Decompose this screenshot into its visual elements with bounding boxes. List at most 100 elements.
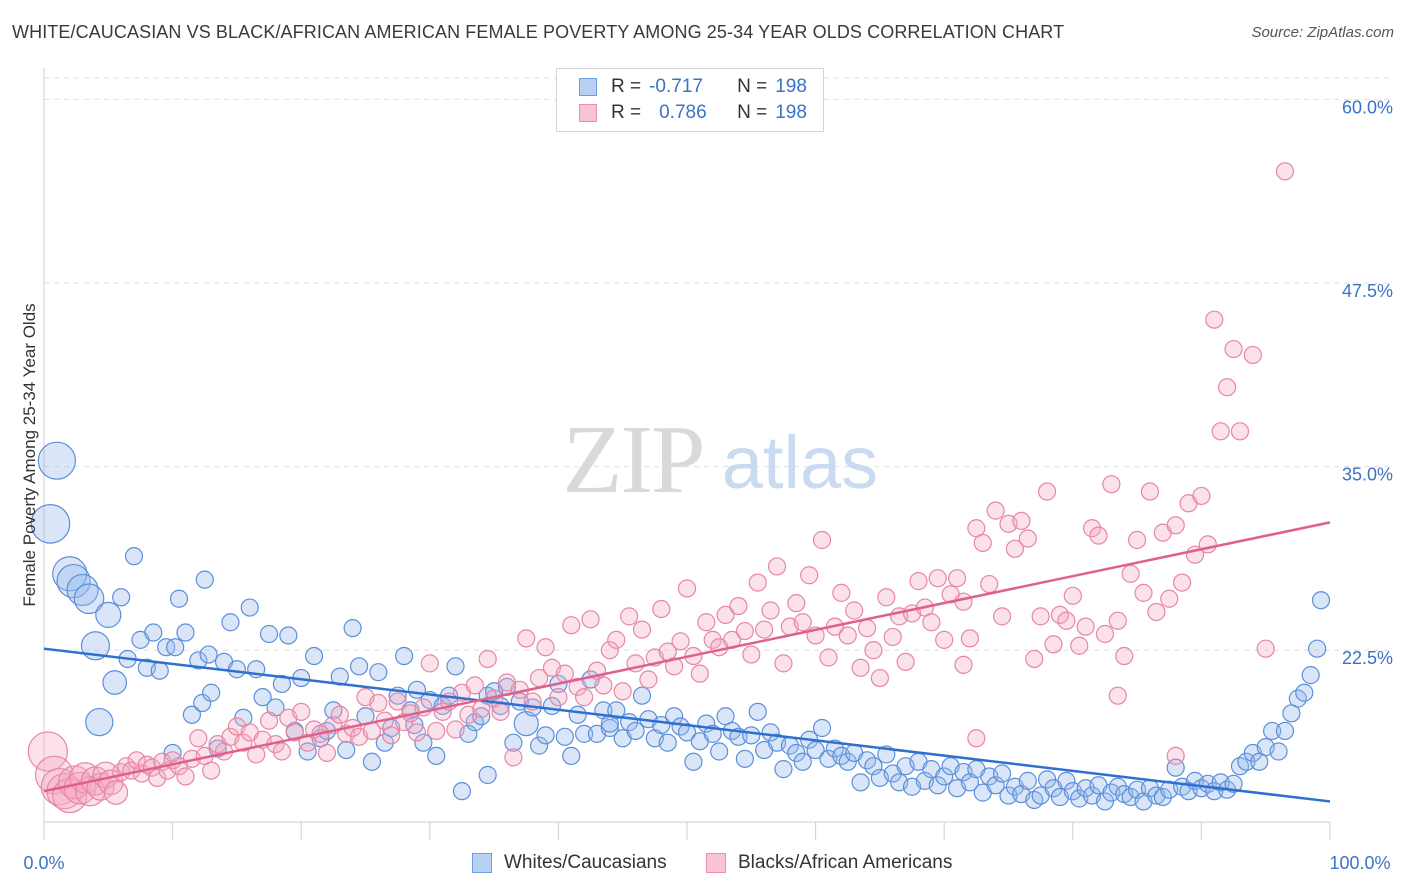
legend-row-blacks: R = 0.786 N = 198	[579, 100, 807, 126]
point-blacks	[491, 702, 510, 721]
point-blacks	[774, 654, 793, 673]
point-whites	[272, 674, 292, 694]
point-whites	[1057, 771, 1076, 790]
y-tick-label: 60.0%	[1342, 97, 1393, 117]
y-tick-label: 35.0%	[1342, 465, 1393, 485]
point-blacks	[517, 629, 536, 648]
grid-layer	[44, 77, 1394, 651]
point-blacks	[407, 723, 427, 742]
point-whites	[73, 583, 105, 615]
point-blacks	[1095, 624, 1115, 644]
point-blacks	[954, 592, 973, 611]
point-blacks	[639, 670, 658, 689]
legend-swatch-blacks	[706, 853, 726, 873]
point-blacks	[1018, 529, 1037, 548]
point-blacks	[947, 569, 967, 588]
point-blacks	[103, 780, 129, 805]
trend-line-whites	[43, 647, 1331, 803]
point-blacks	[1063, 586, 1082, 605]
point-whites	[37, 441, 76, 480]
point-whites	[513, 710, 539, 737]
point-blacks	[1140, 482, 1160, 501]
white-points-series	[30, 441, 1331, 811]
point-blacks	[800, 566, 819, 585]
point-blacks	[1121, 564, 1140, 583]
point-blacks	[148, 768, 167, 788]
point-blacks	[420, 654, 439, 673]
legend-r-value-blacks: 0.786	[659, 102, 707, 123]
point-whites	[1018, 771, 1037, 790]
legend-item-whites[interactable]: Whites/Caucasians	[472, 852, 667, 874]
point-blacks	[504, 748, 523, 767]
legend-n-label: N =	[737, 102, 768, 123]
point-blacks	[1230, 422, 1250, 441]
point-whites	[478, 765, 497, 785]
point-blacks	[703, 630, 722, 649]
point-blacks	[1243, 345, 1262, 365]
point-blacks	[465, 676, 484, 695]
point-blacks	[928, 569, 947, 588]
point-blacks	[1160, 589, 1179, 608]
point-whites	[600, 718, 619, 738]
point-blacks	[1102, 475, 1121, 494]
point-blacks	[382, 726, 401, 745]
point-blacks	[729, 596, 748, 616]
point-blacks	[202, 761, 221, 780]
point-whites	[124, 547, 144, 566]
series-legend: Whites/Caucasians Blacks/African America…	[0, 852, 1406, 878]
point-whites	[555, 727, 574, 746]
point-blacks	[189, 729, 208, 748]
point-whites	[394, 646, 414, 666]
point-whites	[504, 733, 523, 752]
point-whites	[1308, 639, 1327, 658]
point-blacks	[1173, 573, 1192, 592]
point-whites	[362, 752, 382, 771]
legend-item-blacks[interactable]: Blacks/African Americans	[706, 852, 952, 874]
point-blacks	[986, 501, 1005, 520]
tick-labels: 22.5% 35.0% 47.5% 60.0% 0.0% 100.0%	[23, 97, 1393, 873]
point-blacks	[896, 652, 915, 672]
point-blacks	[851, 658, 870, 677]
point-blacks	[870, 668, 890, 688]
point-blacks	[1037, 482, 1057, 501]
point-blacks	[600, 641, 619, 660]
legend-swatch-whites	[472, 853, 492, 873]
stats-legend: R = -0.717 N = 198 R = 0.786 N = 198	[556, 68, 824, 132]
point-whites	[95, 601, 122, 629]
point-blacks	[620, 607, 639, 626]
point-blacks	[562, 616, 581, 635]
point-blacks	[427, 721, 446, 741]
point-whites	[935, 767, 954, 786]
point-blacks	[677, 579, 697, 598]
legend-label-blacks: Blacks/African Americans	[738, 852, 953, 873]
trend-lines	[43, 521, 1331, 803]
point-blacks	[536, 638, 555, 657]
y-tick-label: 22.5%	[1342, 648, 1393, 668]
point-whites	[851, 773, 870, 792]
point-whites	[304, 646, 324, 666]
point-blacks	[864, 641, 883, 660]
point-blacks	[1070, 636, 1089, 655]
point-whites	[812, 718, 832, 738]
point-whites	[452, 782, 472, 801]
point-blacks	[1127, 530, 1147, 550]
point-whites	[742, 726, 761, 745]
point-blacks	[555, 664, 574, 683]
point-whites	[56, 563, 91, 599]
point-whites	[1311, 591, 1331, 610]
point-blacks	[272, 742, 292, 761]
point-blacks	[1256, 639, 1275, 658]
point-whites	[793, 752, 812, 771]
legend-row-whites: R = -0.717 N = 198	[579, 74, 807, 100]
point-whites	[684, 752, 703, 771]
point-blacks	[1044, 635, 1063, 654]
point-whites	[112, 588, 131, 607]
point-whites	[632, 686, 652, 705]
point-blacks	[922, 613, 941, 632]
x-tick-label-max: 100.0%	[1329, 853, 1390, 873]
point-whites	[568, 705, 587, 724]
point-whites	[102, 670, 128, 695]
point-blacks	[716, 605, 735, 625]
legend-swatch-whites	[579, 78, 597, 96]
point-blacks	[607, 630, 626, 649]
